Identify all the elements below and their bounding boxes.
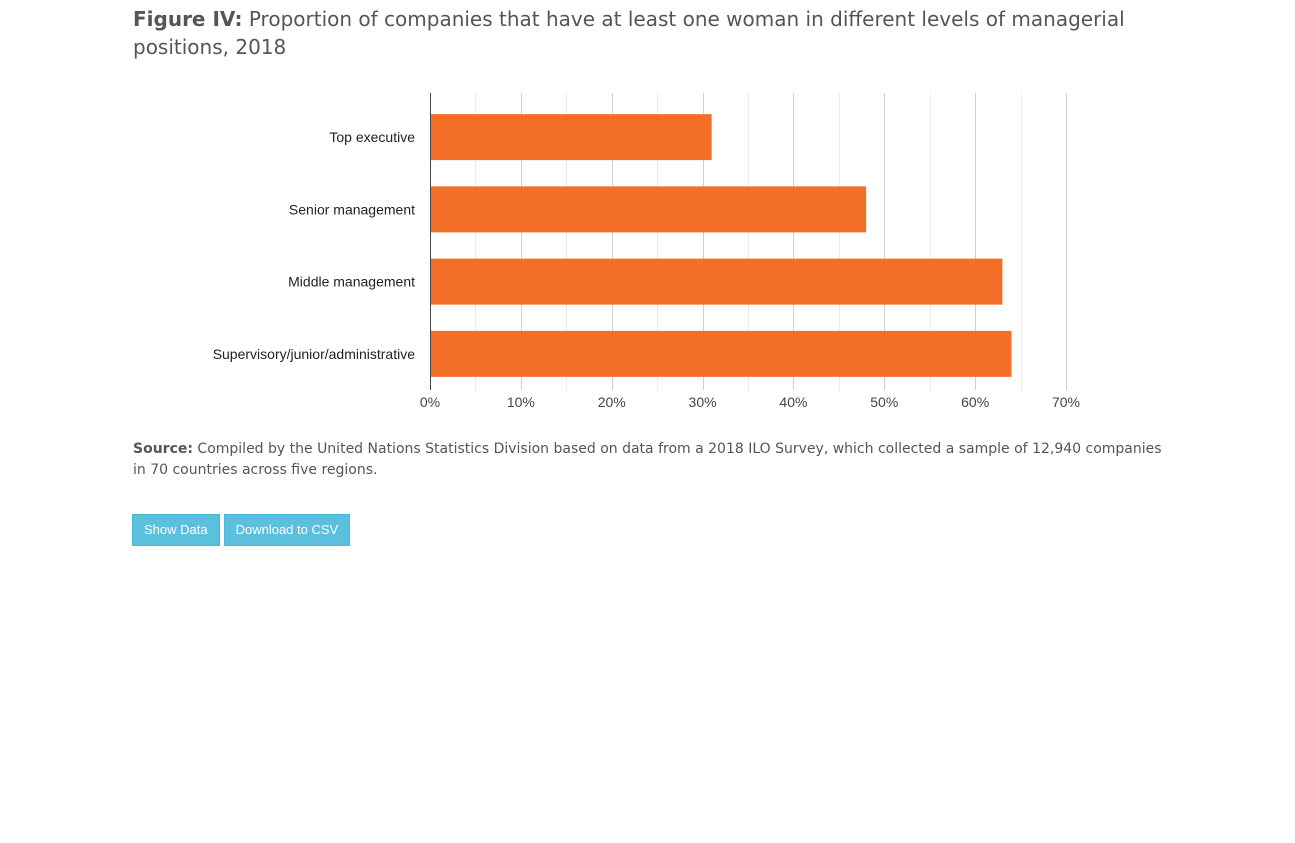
- bar: [430, 258, 1003, 305]
- action-buttons: Show Data Download to CSV: [132, 514, 351, 546]
- bars: [430, 114, 1012, 377]
- category-label: Middle management: [288, 274, 415, 290]
- category-label: Supervisory/junior/administrative: [213, 346, 416, 362]
- source-text: Compiled by the United Nations Statistic…: [133, 441, 1162, 478]
- figure-title-label: Figure IV:: [133, 7, 243, 31]
- bar: [430, 330, 1012, 377]
- figure-title-text: Proportion of companies that have at lea…: [133, 7, 1125, 59]
- x-tick-label: 60%: [961, 394, 989, 410]
- download-csv-button[interactable]: Download to CSV: [223, 514, 351, 546]
- x-tick-label: 10%: [507, 394, 535, 410]
- bar-chart: Top executive Senior management Middle man…: [213, 93, 1080, 410]
- source-label: Source:: [133, 441, 193, 457]
- x-tick-labels: 0% 10% 20% 30% 40% 50% 60% 70%: [420, 394, 1080, 410]
- x-tick-label: 40%: [779, 394, 807, 410]
- category-labels: Top executive Senior management Middle man…: [213, 129, 416, 362]
- x-tick-label: 50%: [870, 394, 898, 410]
- bar: [430, 114, 712, 161]
- category-label: Top executive: [329, 129, 415, 145]
- source-note: Source: Compiled by the United Nations S…: [133, 439, 1163, 481]
- figure-title: Figure IV: Proportion of companies that …: [133, 5, 1143, 61]
- category-label: Senior management: [289, 201, 415, 217]
- bar: [430, 186, 867, 233]
- x-tick-label: 20%: [598, 394, 626, 410]
- x-tick-label: 30%: [689, 394, 717, 410]
- x-tick-label: 0%: [420, 394, 440, 410]
- x-tick-label: 70%: [1052, 394, 1080, 410]
- show-data-button[interactable]: Show Data: [132, 514, 220, 546]
